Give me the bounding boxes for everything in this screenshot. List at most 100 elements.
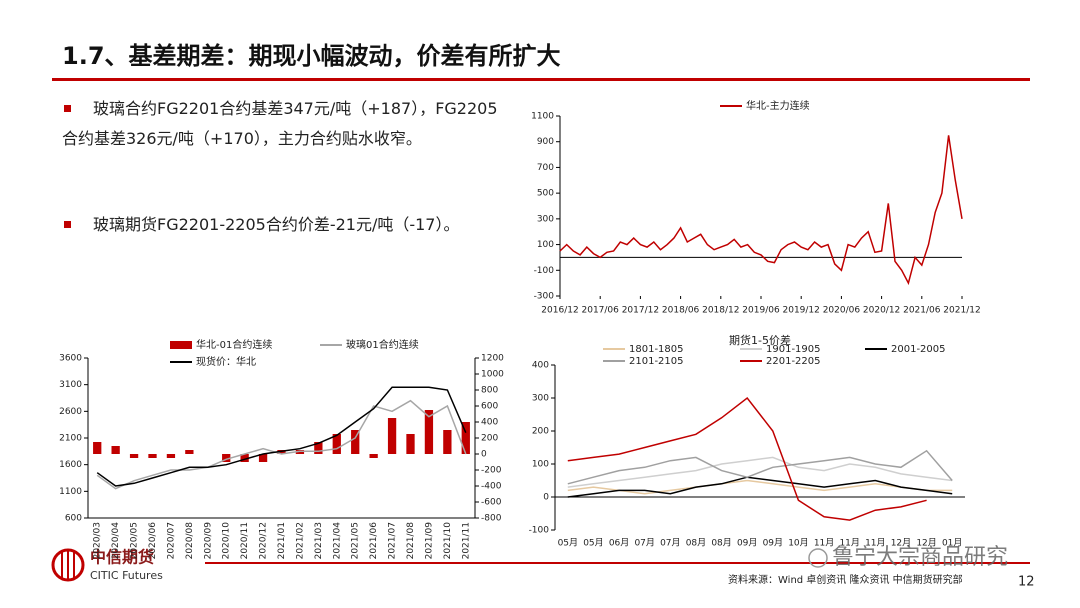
x-tick-label: 2021/12 (943, 306, 980, 316)
x-tick-label: 2021/10 (443, 522, 453, 560)
x-tick-label: 01月 (942, 538, 962, 549)
x-tick-label: 11月 (814, 538, 834, 549)
x-tick-label: 2020/12 (259, 522, 269, 559)
y-tick-label: 1100 (59, 487, 82, 497)
x-tick-label: 2018/06 (662, 306, 700, 316)
bullet-text: 玻璃合约FG2201合约基差347元/吨（+187），FG2205合约基差326… (62, 99, 498, 148)
y-tick-label: 3100 (59, 380, 82, 390)
x-tick-label: 11月 (865, 538, 885, 549)
legend-label: 玻璃01合约连续 (346, 338, 419, 351)
watermark: 鲁宁大宗商品研究 (832, 545, 1008, 570)
x-tick-label: 2018/12 (702, 306, 739, 316)
x-tick-label: 2021/11 (461, 522, 471, 559)
bar (258, 454, 268, 462)
x-tick-label: 05月 (583, 538, 603, 549)
series-line (567, 476, 953, 498)
y2-tick-label: 1200 (481, 354, 504, 364)
title-rule (52, 78, 1030, 81)
x-tick-label: 2020/03 (93, 522, 103, 559)
y2-tick-label: 400 (481, 418, 498, 428)
logo-en: CITIC Futures (90, 569, 163, 582)
x-tick-label: 2020/05 (130, 522, 140, 559)
legend-label: 华北-主力连续 (746, 99, 810, 112)
bar (240, 454, 249, 462)
series-line (559, 135, 963, 286)
x-tick-label: 12月 (916, 538, 936, 549)
x-tick-label: 2020/12 (863, 306, 900, 316)
x-tick-label: 05月 (558, 538, 578, 549)
y-tick-label: 100 (537, 240, 554, 250)
x-tick-label: 2020/06 (823, 306, 861, 316)
x-tick-label: 2021/03 (314, 522, 324, 559)
series-line (567, 456, 953, 488)
y-tick-label: 300 (537, 214, 554, 224)
series-line (96, 399, 467, 490)
series-line (567, 479, 953, 495)
y2-tick-label: -800 (481, 514, 502, 524)
bullet-marker (64, 105, 71, 112)
page-number: 12 (1018, 575, 1035, 590)
x-tick-label: 07月 (660, 538, 680, 549)
y-tick-label: 2600 (59, 407, 82, 417)
legend-label: 2101-2105 (629, 356, 684, 367)
x-tick-label: 2021/06 (903, 306, 941, 316)
legend-swatch (170, 341, 192, 349)
chart-title: 期货1-5价差 (729, 333, 791, 347)
legend-label: 华北-01合约连续 (196, 338, 272, 351)
logo (51, 548, 85, 582)
x-tick-label: 2021/05 (351, 522, 361, 559)
y2-tick-label: 0 (481, 450, 487, 460)
x-tick-label: 2020/10 (222, 522, 232, 560)
bar (93, 442, 102, 454)
x-tick-label: 2021/08 (406, 522, 416, 560)
bar (129, 454, 139, 458)
x-tick-label: 2021/07 (388, 522, 398, 559)
x-tick-label: 11月 (839, 538, 859, 549)
x-tick-label: 2019/12 (783, 306, 820, 316)
legend-label: 2001-2005 (891, 344, 946, 355)
legend-label: 1801-1805 (629, 344, 684, 355)
y-tick-label: 2100 (59, 434, 82, 444)
y-tick-label: 400 (532, 361, 549, 371)
x-tick-label: 09月 (737, 538, 757, 549)
x-tick-label: 07月 (634, 538, 654, 549)
wechat-icon (808, 548, 828, 568)
x-tick-label: 12月 (891, 538, 911, 549)
x-tick-label: 2021/02 (295, 522, 305, 559)
y-tick-label: 3600 (59, 354, 82, 364)
bar (406, 434, 415, 454)
bar (443, 430, 452, 454)
series-line (567, 449, 953, 485)
bar (387, 418, 397, 454)
bar (111, 446, 120, 454)
x-tick-label: 2021/04 (332, 522, 342, 560)
bar (424, 410, 434, 454)
y-tick-label: 100 (532, 460, 549, 470)
x-tick-label: 2020/04 (111, 522, 121, 560)
y2-tick-label: -600 (481, 498, 502, 508)
x-tick-label: 2021/01 (277, 522, 287, 559)
bullet-text: 玻璃期货FG2201-2205合约价差-21元/吨（-17）。 (93, 215, 460, 234)
y-tick-label: 200 (532, 427, 549, 437)
source-note: 资料来源：Wind 卓创资讯 隆众资讯 中信期货研究部 (728, 573, 963, 586)
y-tick-label: 500 (537, 189, 554, 199)
legend-label: 1901-1905 (766, 344, 821, 355)
y-tick-label: -300 (534, 292, 555, 302)
bar (148, 454, 157, 458)
bullet: 玻璃合约FG2201合约基差347元/吨（+187），FG2205合约基差326… (62, 94, 507, 154)
bar (185, 450, 194, 454)
x-tick-label: 2017/12 (622, 306, 659, 316)
series-line (567, 396, 927, 521)
bar (314, 442, 323, 454)
y-tick-label: 900 (537, 137, 554, 147)
x-tick-label: 06月 (609, 538, 629, 549)
x-tick-label: 10月 (788, 538, 808, 549)
legend-label: 2201-2205 (766, 356, 821, 367)
bar (369, 454, 378, 458)
x-tick-label: 2021/06 (369, 522, 379, 560)
y-tick-label: 0 (543, 493, 549, 503)
x-tick-label: 2016/12 (541, 306, 578, 316)
y-tick-label: 600 (65, 514, 82, 524)
x-tick-label: 09月 (763, 538, 783, 549)
